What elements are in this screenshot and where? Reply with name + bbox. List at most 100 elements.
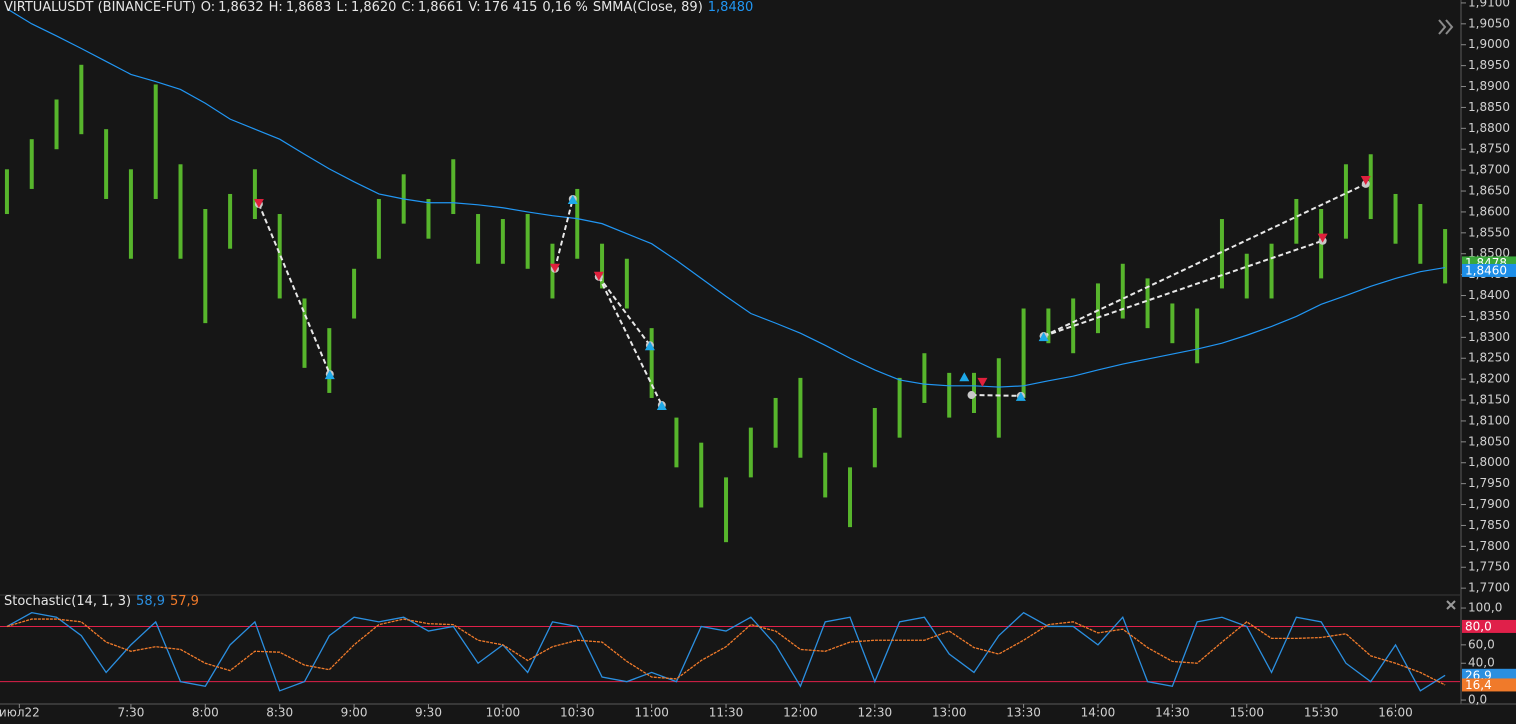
- stat-value: 1,8683: [285, 0, 332, 15]
- y-tick-label: 1,8100: [1468, 413, 1510, 427]
- price-bar: [748, 427, 753, 478]
- y-tick-label: 1,8000: [1468, 455, 1510, 469]
- price-bar: [1046, 308, 1051, 344]
- price-bar: [575, 188, 580, 259]
- y-tick-label: 1,9050: [1468, 16, 1510, 30]
- x-tick-label: 12:00: [783, 706, 818, 720]
- price-bar: [302, 298, 307, 368]
- x-tick-label: 9:00: [341, 706, 368, 720]
- price-bar: [54, 99, 59, 150]
- series-last-label: 16,4: [1465, 678, 1492, 692]
- signal-line: [598, 276, 651, 346]
- price-bar: [798, 377, 803, 458]
- x-tick-label: 15:30: [1304, 706, 1339, 720]
- buy-marker: [656, 401, 667, 411]
- price-bar: [327, 328, 332, 393]
- y-tick-label: 1,8300: [1468, 330, 1510, 344]
- price-bar: [947, 372, 952, 418]
- price-bar: [1269, 243, 1274, 299]
- stat-label: O:: [200, 0, 216, 15]
- price-bar: [426, 198, 431, 239]
- price-bar: [252, 169, 257, 220]
- price-bar: [1343, 164, 1348, 239]
- series-value: 58,9: [136, 594, 165, 609]
- price-bar: [451, 159, 456, 215]
- close-icon[interactable]: [1446, 600, 1456, 610]
- price-bar: [352, 268, 357, 319]
- y-tick-label: 1,7700: [1468, 581, 1510, 595]
- collapse-icon[interactable]: [1438, 19, 1454, 35]
- buy-marker: [644, 341, 655, 351]
- price-bar: [1418, 203, 1423, 264]
- y-tick-label: 1,8900: [1468, 79, 1510, 93]
- price-bar: [1021, 308, 1026, 398]
- x-tick-label: 13:30: [1006, 706, 1041, 720]
- stat-value: 1,8620: [350, 0, 397, 15]
- price-bar: [1393, 193, 1398, 244]
- y-tick-label: 1,8650: [1468, 184, 1510, 198]
- stochastic-header: Stochastic(14, 1, 3) 58,9 57,9: [4, 594, 204, 609]
- overlay-value: 1,8480: [707, 0, 754, 15]
- x-tick-label: 11:30: [709, 706, 744, 720]
- sell-marker: [977, 377, 988, 387]
- y-tick-label: 100,0: [1468, 601, 1502, 615]
- x-tick-label: 16:00: [1378, 706, 1413, 720]
- x-tick-label: июл22: [0, 706, 40, 720]
- stat-label: C:: [401, 0, 415, 15]
- y-tick-label: 1,8350: [1468, 309, 1510, 323]
- price-bar: [848, 467, 853, 528]
- x-tick-label: 13:00: [932, 706, 967, 720]
- change: 0,16 %: [542, 0, 588, 15]
- buy-marker: [1015, 391, 1026, 401]
- sell-marker: [1317, 233, 1328, 243]
- y-tick-label: 0,0: [1468, 693, 1487, 707]
- x-tick-label: 15:00: [1229, 706, 1264, 720]
- y-tick-label: 1,8400: [1468, 288, 1510, 302]
- price-bar: [823, 452, 828, 498]
- x-tick-label: 12:30: [858, 706, 893, 720]
- price-bar: [1195, 308, 1200, 364]
- stochastic-line: [6, 611, 1446, 692]
- price-bar: [500, 219, 505, 264]
- y-tick-label: 1,9000: [1468, 37, 1510, 51]
- stat-value: 1,8632: [218, 0, 264, 15]
- stat-value: 1,8661: [417, 0, 464, 15]
- price-bar: [674, 417, 679, 468]
- stat-label: L:: [336, 0, 348, 15]
- buy-marker: [324, 370, 335, 380]
- sell-marker: [253, 198, 264, 208]
- signal-line: [257, 203, 331, 375]
- sell-marker: [593, 271, 604, 281]
- stat-label: V:: [468, 0, 481, 15]
- y-tick-label: 1,8600: [1468, 204, 1510, 218]
- price-bar: [773, 397, 778, 448]
- level-label-bg: [1462, 619, 1516, 633]
- y-tick-label: 40,0: [1468, 656, 1495, 670]
- price-bar: [128, 169, 133, 259]
- price-bar: [104, 129, 109, 199]
- price-bar: [922, 353, 927, 403]
- price-bar: [525, 214, 530, 269]
- y-tick-label: 60,0: [1468, 637, 1495, 651]
- price-bar: [724, 477, 729, 543]
- y-tick-label: 1,7800: [1468, 539, 1510, 553]
- chart-title: VIRTUALUSDT (BINANCE-FUT): [4, 0, 196, 15]
- price-bar: [649, 328, 654, 398]
- buy-marker: [567, 194, 578, 204]
- price-bar: [79, 64, 84, 135]
- price-header: VIRTUALUSDT (BINANCE-FUT) O: 1,8632 H: 1,868…: [4, 0, 758, 15]
- x-tick-label: 8:30: [266, 706, 293, 720]
- signal-line: [1043, 183, 1367, 337]
- y-tick-label: 1,8550: [1468, 225, 1510, 239]
- price-bar: [1145, 278, 1150, 329]
- x-tick-label: 9:30: [415, 706, 442, 720]
- y-tick-label: 1,7850: [1468, 518, 1510, 532]
- y-tick-label: 1,7750: [1468, 560, 1510, 574]
- smma-line: [6, 8, 1446, 388]
- y-tick-label: 1,8150: [1468, 393, 1510, 407]
- price-bar: [1294, 198, 1299, 244]
- price-bar: [1170, 303, 1175, 344]
- stat-label: H:: [268, 0, 283, 15]
